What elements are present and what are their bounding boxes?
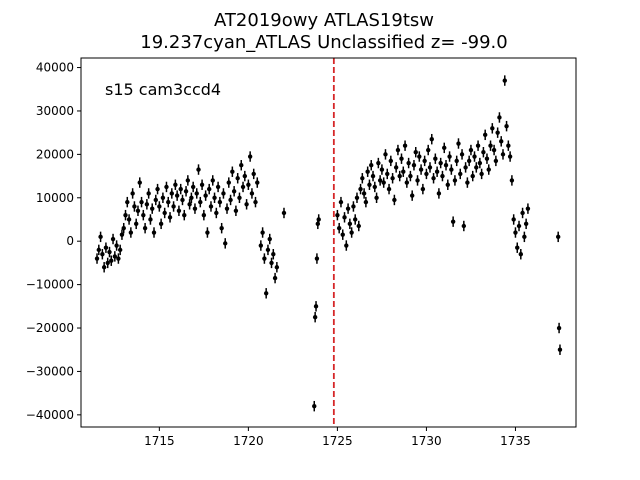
y-tick-label: 30000 (36, 104, 74, 118)
y-tick-label: −10000 (26, 278, 74, 292)
x-tick-label: 1735 (500, 434, 531, 448)
y-tick-label: −20000 (26, 321, 74, 335)
y-tick-label: −30000 (26, 364, 74, 378)
chart-annotation: s15 cam3ccd4 (105, 80, 221, 99)
chart-title-line-1: AT2019owy ATLAS19tsw (214, 10, 434, 31)
y-tick-label: 10000 (36, 191, 74, 205)
y-tick-label: −40000 (26, 408, 74, 422)
chart-title-line-2: 19.237cyan_ATLAS Unclassified z= -99.0 (140, 32, 507, 53)
x-tick-label: 1725 (322, 434, 353, 448)
y-tick-label: 20000 (36, 147, 74, 161)
y-tick-label: 0 (66, 234, 74, 248)
x-tick-label: 1730 (411, 434, 442, 448)
x-tick-label: 1715 (144, 434, 175, 448)
x-tick-label: 1720 (233, 434, 264, 448)
y-tick-label: 40000 (36, 61, 74, 75)
